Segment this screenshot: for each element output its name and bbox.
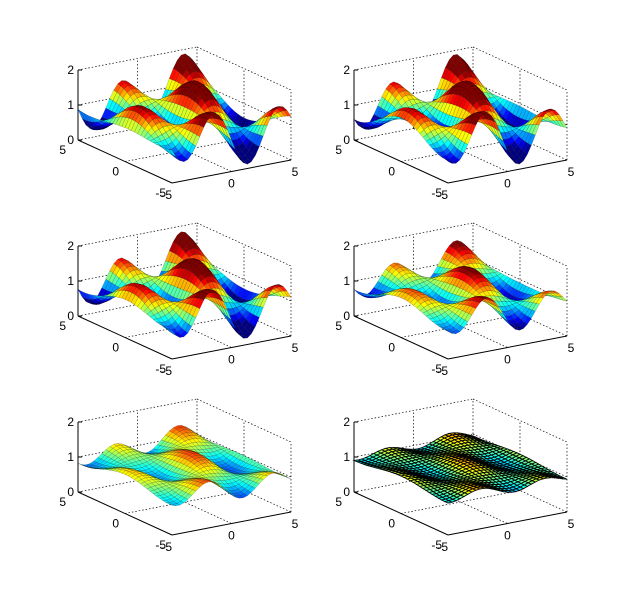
y-tick-label: 0 <box>112 517 119 531</box>
x-tick-label: 0 <box>504 177 511 191</box>
surface <box>353 240 568 334</box>
x-tick-label: -5 <box>437 364 448 378</box>
y-tick-label: 5 <box>59 319 66 333</box>
z-tick-label: 2 <box>67 239 74 253</box>
z-tick-label: 1 <box>67 450 74 464</box>
x-tick-label: 5 <box>292 517 299 531</box>
z-tick-label: 0 <box>67 485 74 499</box>
z-tick-label: 1 <box>343 274 350 288</box>
z-tick-label: 0 <box>343 309 350 323</box>
surface-patch <box>168 149 177 157</box>
surface <box>353 54 568 165</box>
y-tick-label: 0 <box>388 165 395 179</box>
y-tick-label: 5 <box>335 143 342 157</box>
x-tick-label: -5 <box>437 188 448 202</box>
surface-patch <box>279 473 288 477</box>
x-axis-line <box>171 159 292 184</box>
y-tick-label: 0 <box>388 341 395 355</box>
y-tick-label: -5 <box>155 186 166 200</box>
z-tick-label: 1 <box>67 274 74 288</box>
x-tick-label: 0 <box>228 529 235 543</box>
z-tick-label: 2 <box>67 63 74 77</box>
y-axis-line <box>77 491 173 536</box>
x-tick-label: 0 <box>504 353 511 367</box>
z-tick-label: 0 <box>67 309 74 323</box>
surface <box>77 231 292 339</box>
z-tick-label: 2 <box>67 415 74 429</box>
x-tick-label: -5 <box>161 540 172 554</box>
surface <box>352 432 568 504</box>
grid-line <box>353 81 474 106</box>
grid-line <box>353 46 474 71</box>
surface <box>77 425 292 506</box>
grid-line <box>77 46 198 71</box>
x-tick-label: 5 <box>568 165 575 179</box>
x-tick-label: 5 <box>568 341 575 355</box>
surface <box>77 53 292 165</box>
z-tick-label: 1 <box>67 98 74 112</box>
x-tick-label: 5 <box>292 341 299 355</box>
z-tick-label: 0 <box>67 133 74 147</box>
z-tick-label: 1 <box>343 98 350 112</box>
y-tick-label: 0 <box>112 165 119 179</box>
z-tick-label: 2 <box>343 63 350 77</box>
x-tick-label: -5 <box>161 364 172 378</box>
y-tick-label: 0 <box>112 341 119 355</box>
y-tick-label: 5 <box>59 143 66 157</box>
x-tick-label: 0 <box>228 353 235 367</box>
y-axis-line <box>77 139 173 184</box>
x-tick-label: -5 <box>161 188 172 202</box>
x-tick-label: 0 <box>228 177 235 191</box>
z-tick-label: 2 <box>343 239 350 253</box>
y-tick-label: 5 <box>335 319 342 333</box>
x-tick-label: 5 <box>292 165 299 179</box>
y-tick-label: 5 <box>59 495 66 509</box>
z-tick-label: 0 <box>343 133 350 147</box>
